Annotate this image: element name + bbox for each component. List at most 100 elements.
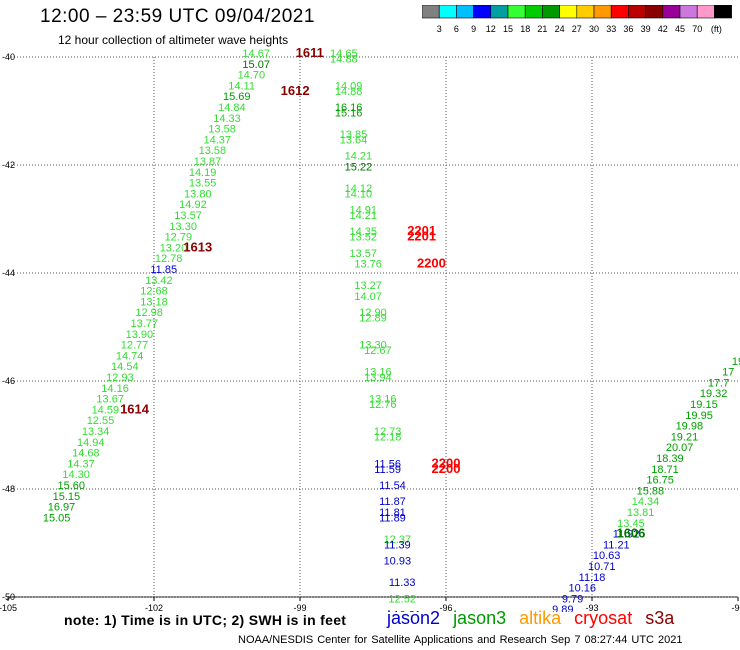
- wave-height-label: 14.92: [179, 199, 207, 211]
- wave-height-label: 18.71: [651, 464, 679, 476]
- colorbar-label: 42: [658, 24, 668, 34]
- wave-height-label: 19: [732, 356, 740, 368]
- wave-height-label: 13.20: [160, 242, 188, 254]
- wave-height-label: 15.07: [242, 59, 270, 71]
- wave-height-label: 13.67: [96, 394, 124, 406]
- wave-height-label: 18.39: [656, 453, 684, 465]
- wave-height-label: 12.37: [384, 534, 412, 546]
- wave-height-label: 9.79: [562, 593, 583, 605]
- wave-height-label: 12.98: [135, 307, 163, 319]
- colorbar-label: 21: [537, 24, 547, 34]
- wave-height-label: 13.30: [359, 340, 387, 352]
- wave-height-label: 15.69: [223, 91, 251, 103]
- wave-height-label: 14.33: [213, 113, 241, 125]
- satellite-legend: jason2 jason3 altika cryosat s3a: [387, 608, 682, 629]
- time-label: 1614: [120, 401, 150, 416]
- wave-height-label: 11.89: [379, 512, 406, 524]
- wave-height-label: 11.81: [379, 507, 406, 519]
- wave-height-label: 13.55: [189, 178, 217, 190]
- wave-height-label: 19.32: [700, 388, 728, 400]
- wave-height-label: 13.52: [350, 232, 378, 244]
- wave-height-label: 10.71: [588, 561, 616, 573]
- wave-height-label: 13.81: [627, 507, 655, 519]
- wave-height-label: 16.16: [335, 102, 363, 114]
- wave-height-label: 13.87: [194, 156, 222, 168]
- wave-height-label: 12.79: [165, 232, 193, 244]
- wave-height-label: 14.19: [189, 167, 217, 179]
- wave-height-label: 14.84: [218, 102, 246, 114]
- wave-height-label: 14.11: [228, 80, 255, 92]
- x-tick-label: -93: [585, 603, 598, 612]
- chart-title: 12:00 – 23:59 UTC 09/04/2021: [40, 6, 315, 27]
- credit-line: NOAA/NESDIS Center for Satellite Applica…: [238, 634, 683, 646]
- wave-height-label: 12.68: [140, 286, 168, 298]
- time-label: 1612: [281, 83, 310, 98]
- wave-height-label: 13.85: [340, 129, 368, 141]
- wave-height-label: 15.22: [345, 161, 373, 173]
- wave-height-label: 10.16: [569, 583, 597, 595]
- wave-height-label: 12.93: [106, 372, 134, 384]
- wave-height-label: 19.98: [676, 421, 704, 433]
- time-label: 1611: [296, 45, 324, 60]
- legend-cryosat: cryosat: [574, 608, 633, 628]
- wave-height-label: 13.18: [140, 296, 168, 308]
- wave-height-label: 10.63: [593, 550, 621, 562]
- wave-height-label: 12.52: [388, 593, 416, 605]
- wave-height-label: 15.05: [43, 512, 71, 524]
- chart-subtitle: 12 hour collection of altimeter wave hei…: [58, 33, 289, 47]
- wave-height-label: 13.90: [126, 329, 154, 341]
- wave-height-label: 14.59: [92, 404, 120, 416]
- y-tick-label: -40: [2, 52, 15, 62]
- time-label: 2201: [407, 223, 436, 238]
- colorbar-label: 6: [454, 24, 459, 34]
- wave-height-label: 11.18: [579, 572, 606, 584]
- wave-height-label: 12.18: [374, 431, 402, 443]
- wave-height-label: 12.77: [121, 340, 149, 352]
- legend-altika: altika: [519, 608, 562, 628]
- wave-height-label: 13.34: [82, 426, 110, 438]
- colorbar-label: 9: [471, 24, 476, 34]
- wave-height-label: 12.73: [374, 426, 402, 438]
- wave-height-label: 12.76: [369, 399, 397, 411]
- wave-height-label: 14.12: [345, 183, 373, 195]
- wave-height-label: 15.88: [637, 485, 665, 497]
- wave-height-label: 14.74: [116, 350, 144, 362]
- x-tick-label: -105: [0, 603, 17, 612]
- wave-height-label: 12.55: [87, 415, 115, 427]
- colorbar-label: (ft): [711, 24, 722, 34]
- wave-height-label: 11.87: [379, 496, 406, 508]
- x-tick-label: -96: [439, 603, 452, 612]
- wave-height-label: 13.58: [208, 124, 236, 136]
- x-tick-label: -102: [145, 603, 163, 612]
- colorbar-label: 30: [589, 24, 599, 34]
- wave-height-label: 17: [722, 367, 734, 379]
- x-tick-label: -99: [293, 603, 306, 612]
- wave-height-label: 14.09: [335, 80, 363, 92]
- time-label: 1606: [616, 526, 645, 541]
- wave-height-label: 14.21: [350, 210, 378, 222]
- time-label: 2200: [432, 455, 461, 470]
- wave-height-label: 12.89: [359, 313, 387, 325]
- wave-height-label: 11.92: [613, 529, 640, 541]
- colorbar-legend: 3 6 9 12 15 18 21 24 27 30 33 36 39 42 45 70 (ft): [422, 5, 732, 34]
- time-label: 2200: [432, 461, 461, 476]
- wave-height-label: 14.54: [111, 361, 139, 373]
- wave-height-label: 12.78: [155, 253, 183, 265]
- colorbar-label: 70: [692, 24, 702, 34]
- wave-height-label: 13.30: [169, 221, 197, 233]
- wave-height-label: 15.60: [58, 480, 86, 492]
- wave-height-label: 14.67: [242, 48, 270, 60]
- wave-height-label: 10.93: [384, 556, 412, 568]
- wave-height-label: 17.7: [708, 377, 729, 389]
- wave-height-label: 13.27: [354, 280, 382, 292]
- wave-height-label: 14.37: [67, 458, 95, 470]
- colorbar-swatch: [714, 5, 732, 19]
- wave-height-label: 14.94: [77, 437, 105, 449]
- wave-height-label: 11.33: [389, 577, 416, 589]
- wave-height-label: 14.35: [350, 226, 378, 238]
- legend-jason2: jason2: [387, 608, 441, 628]
- wave-height-label: 13.76: [354, 259, 382, 271]
- wave-height-label: 13.16: [369, 394, 397, 406]
- wave-height-label: 13.58: [199, 145, 227, 157]
- wave-height-label: 11.21: [603, 539, 630, 551]
